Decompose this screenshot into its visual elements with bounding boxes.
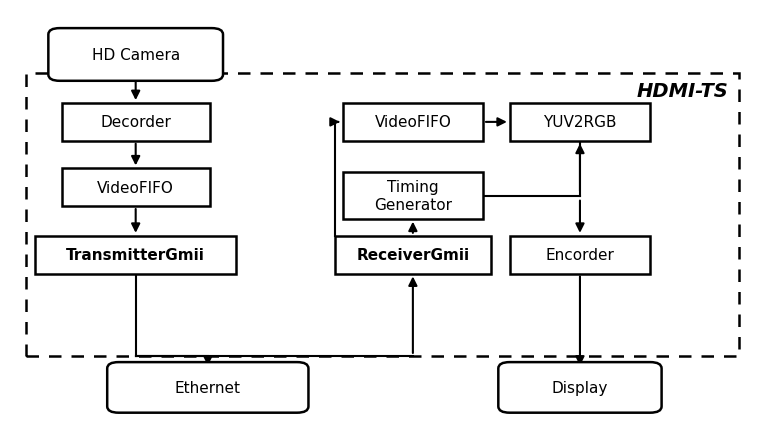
Text: YUV2RGB: YUV2RGB xyxy=(543,115,617,130)
FancyBboxPatch shape xyxy=(62,169,210,207)
FancyBboxPatch shape xyxy=(335,236,490,274)
FancyBboxPatch shape xyxy=(343,104,483,141)
FancyBboxPatch shape xyxy=(35,236,236,274)
Text: VideoFIFO: VideoFIFO xyxy=(374,115,451,130)
FancyBboxPatch shape xyxy=(343,173,483,219)
FancyBboxPatch shape xyxy=(107,362,308,413)
Text: Ethernet: Ethernet xyxy=(175,380,241,395)
Text: Encorder: Encorder xyxy=(545,248,614,262)
FancyBboxPatch shape xyxy=(498,362,662,413)
Text: TransmitterGmii: TransmitterGmii xyxy=(67,248,205,262)
FancyBboxPatch shape xyxy=(509,236,650,274)
Text: Display: Display xyxy=(552,380,608,395)
Text: HDMI-TS: HDMI-TS xyxy=(636,82,728,101)
FancyBboxPatch shape xyxy=(62,104,210,141)
Text: Timing
Generator: Timing Generator xyxy=(374,179,452,213)
Text: ReceiverGmii: ReceiverGmii xyxy=(356,248,470,262)
Text: VideoFIFO: VideoFIFO xyxy=(97,180,174,195)
Text: Decorder: Decorder xyxy=(100,115,171,130)
FancyBboxPatch shape xyxy=(509,104,650,141)
Text: HD Camera: HD Camera xyxy=(92,48,180,63)
FancyBboxPatch shape xyxy=(48,29,223,82)
